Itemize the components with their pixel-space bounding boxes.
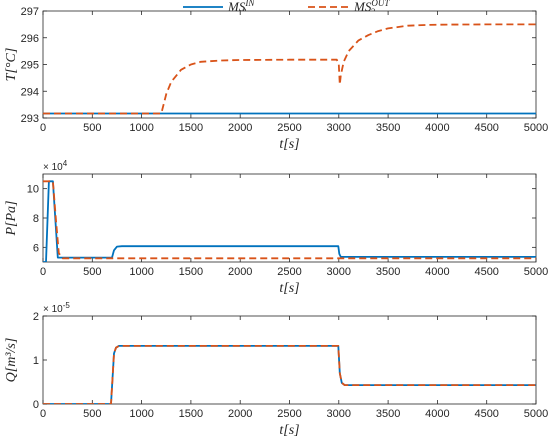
x-tick-label: 2000 [228, 408, 252, 420]
x-tick-label: 0 [40, 408, 46, 420]
x-axis-label: t[s] [279, 281, 299, 296]
x-tick-label: 1500 [179, 266, 203, 278]
y-tick-label: 293 [21, 113, 39, 125]
y-axis-label: P[Pa] [4, 201, 19, 237]
series-line-ms2-out [43, 180, 536, 260]
axes-box [42, 10, 537, 119]
axis-exponent-label: × 10-5 [43, 301, 70, 315]
x-tick-label: 1000 [129, 408, 153, 420]
x-tick-label: 3000 [327, 266, 351, 278]
x-tick-label: 2500 [277, 408, 301, 420]
series-group [43, 344, 536, 404]
x-tick-label: 4000 [425, 266, 449, 278]
y-tick-label: 0 [33, 399, 39, 411]
x-tick-label: 0 [40, 122, 46, 134]
y-tick-label: 8 [33, 213, 39, 225]
x-tick-label: 2000 [228, 266, 252, 278]
x-tick-label: 4500 [474, 266, 498, 278]
axes-box [42, 315, 537, 405]
x-tick-label: 4500 [474, 122, 498, 134]
x-tick-label: 500 [83, 408, 101, 420]
x-tick-label: 1000 [129, 266, 153, 278]
y-tick-label: 294 [21, 86, 39, 98]
x-tick-label: 5000 [524, 266, 548, 278]
y-tick-label: 1 [33, 355, 39, 367]
y-tick-label: 6 [33, 242, 39, 254]
x-tick-label: 4000 [425, 122, 449, 134]
x-tick-label: 3500 [376, 408, 400, 420]
x-tick-label: 1000 [129, 122, 153, 134]
y-tick-label: 295 [21, 60, 39, 72]
y-axis-label: T[°C] [4, 48, 19, 82]
x-tick-label: 1500 [179, 122, 203, 134]
x-tick-label: 2500 [277, 122, 301, 134]
axes-box [42, 173, 537, 263]
series-line-ms2-out [43, 23, 536, 115]
y-tick-label: 2 [33, 311, 39, 323]
y-axis-label: Q[m³/s] [4, 338, 19, 383]
x-tick-label: 4500 [474, 408, 498, 420]
x-tick-label: 5000 [524, 122, 548, 134]
x-tick-label: 5000 [524, 408, 548, 420]
chart-panel-3: 0 500 1000 1500 2000 2500 3000 3500 4000 4500 5000… [4, 301, 548, 438]
series-line-ms2-out [43, 344, 536, 404]
x-tick-label: 0 [40, 266, 46, 278]
x-tick-label: 3500 [376, 122, 400, 134]
x-tick-label: 4000 [425, 408, 449, 420]
chart-panel-1: 0 500 1000 1500 2000 2500 3000 3500 4000 4500 5000… [4, 6, 548, 152]
x-tick-label: 3000 [327, 122, 351, 134]
x-tick-label: 1500 [179, 408, 203, 420]
x-tick-label: 2000 [228, 122, 252, 134]
series-group [43, 23, 536, 115]
axis-exponent-label: × 104 [43, 159, 68, 173]
x-tick-label: 500 [83, 122, 101, 134]
chart-panels: 0 500 1000 1500 2000 2500 3000 3500 4000 4500 5000… [4, 6, 548, 438]
y-tick-label: 296 [21, 33, 39, 45]
y-tick-label: 297 [21, 6, 39, 18]
y-tick-label: 10 [27, 184, 39, 196]
x-tick-label: 3000 [327, 408, 351, 420]
x-axis-label: t[s] [279, 423, 299, 438]
x-tick-label: 2500 [277, 266, 301, 278]
x-tick-label: 3500 [376, 266, 400, 278]
x-tick-label: 500 [83, 266, 101, 278]
series-group [43, 180, 536, 262]
chart-panel-2: 0 500 1000 1500 2000 2500 3000 3500 4000 4500 5000… [4, 159, 548, 296]
x-axis-label: t[s] [279, 137, 299, 152]
